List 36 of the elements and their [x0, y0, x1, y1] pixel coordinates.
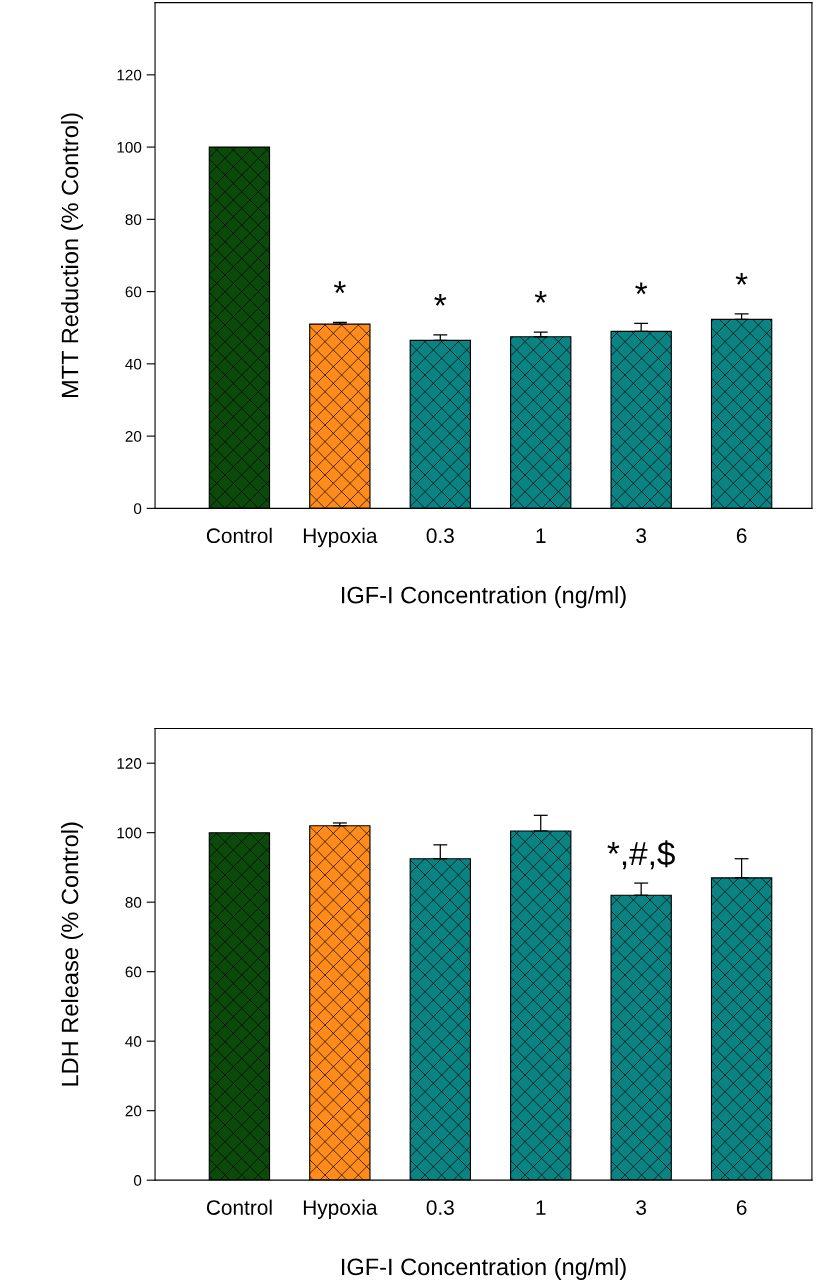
x-tick-label: 1 [536, 528, 546, 543]
y-tick-label: 20 [125, 1105, 142, 1117]
y-tick-label: 60 [125, 286, 142, 298]
annotation: * [434, 293, 447, 306]
y-tick-label: 120 [117, 69, 142, 81]
x-tick-label: 6 [736, 1200, 747, 1215]
y-tick-label: 0 [133, 503, 142, 515]
y-tick-label: 20 [125, 430, 142, 442]
annotation: * [534, 291, 547, 303]
y-axis-title: MTT Reduction (% Control) [61, 113, 84, 397]
x-tick-label: 1 [536, 1200, 546, 1215]
y-tick-label: 80 [125, 214, 142, 226]
annotation: * [735, 273, 748, 285]
annotation: * [635, 282, 648, 295]
y-tick-label: 120 [117, 758, 142, 769]
y-tick-label: 100 [117, 141, 142, 153]
y-tick-label: 0 [133, 1175, 142, 1186]
x-tick-label: Control [206, 1199, 272, 1215]
x-axis-title: IGF-I Concentration (ng/ml) [341, 1257, 626, 1280]
annotation: * [333, 281, 346, 294]
x-tick-label: Hypoxia [303, 1199, 378, 1220]
y-tick-label: 100 [117, 827, 142, 839]
y-tick-label: 40 [125, 358, 142, 370]
annotation: *,#,$ [607, 840, 675, 870]
x-tick-label: 6 [736, 528, 747, 544]
x-tick-label: 0.3 [426, 1200, 454, 1215]
x-tick-label: Hypoxia [303, 527, 378, 548]
x-tick-label: Control [206, 527, 272, 544]
y-axis-title: LDH Release (% Control) [61, 822, 84, 1086]
x-tick-label: 0.3 [426, 528, 454, 544]
x-axis-title: IGF-I Concentration (ng/ml) [341, 586, 626, 609]
y-tick-label: 40 [125, 1036, 142, 1047]
y-tick-label: 80 [125, 897, 142, 908]
x-tick-label: 3 [636, 1200, 647, 1215]
y-tick-label: 60 [125, 966, 142, 978]
x-tick-label: 3 [636, 528, 647, 544]
